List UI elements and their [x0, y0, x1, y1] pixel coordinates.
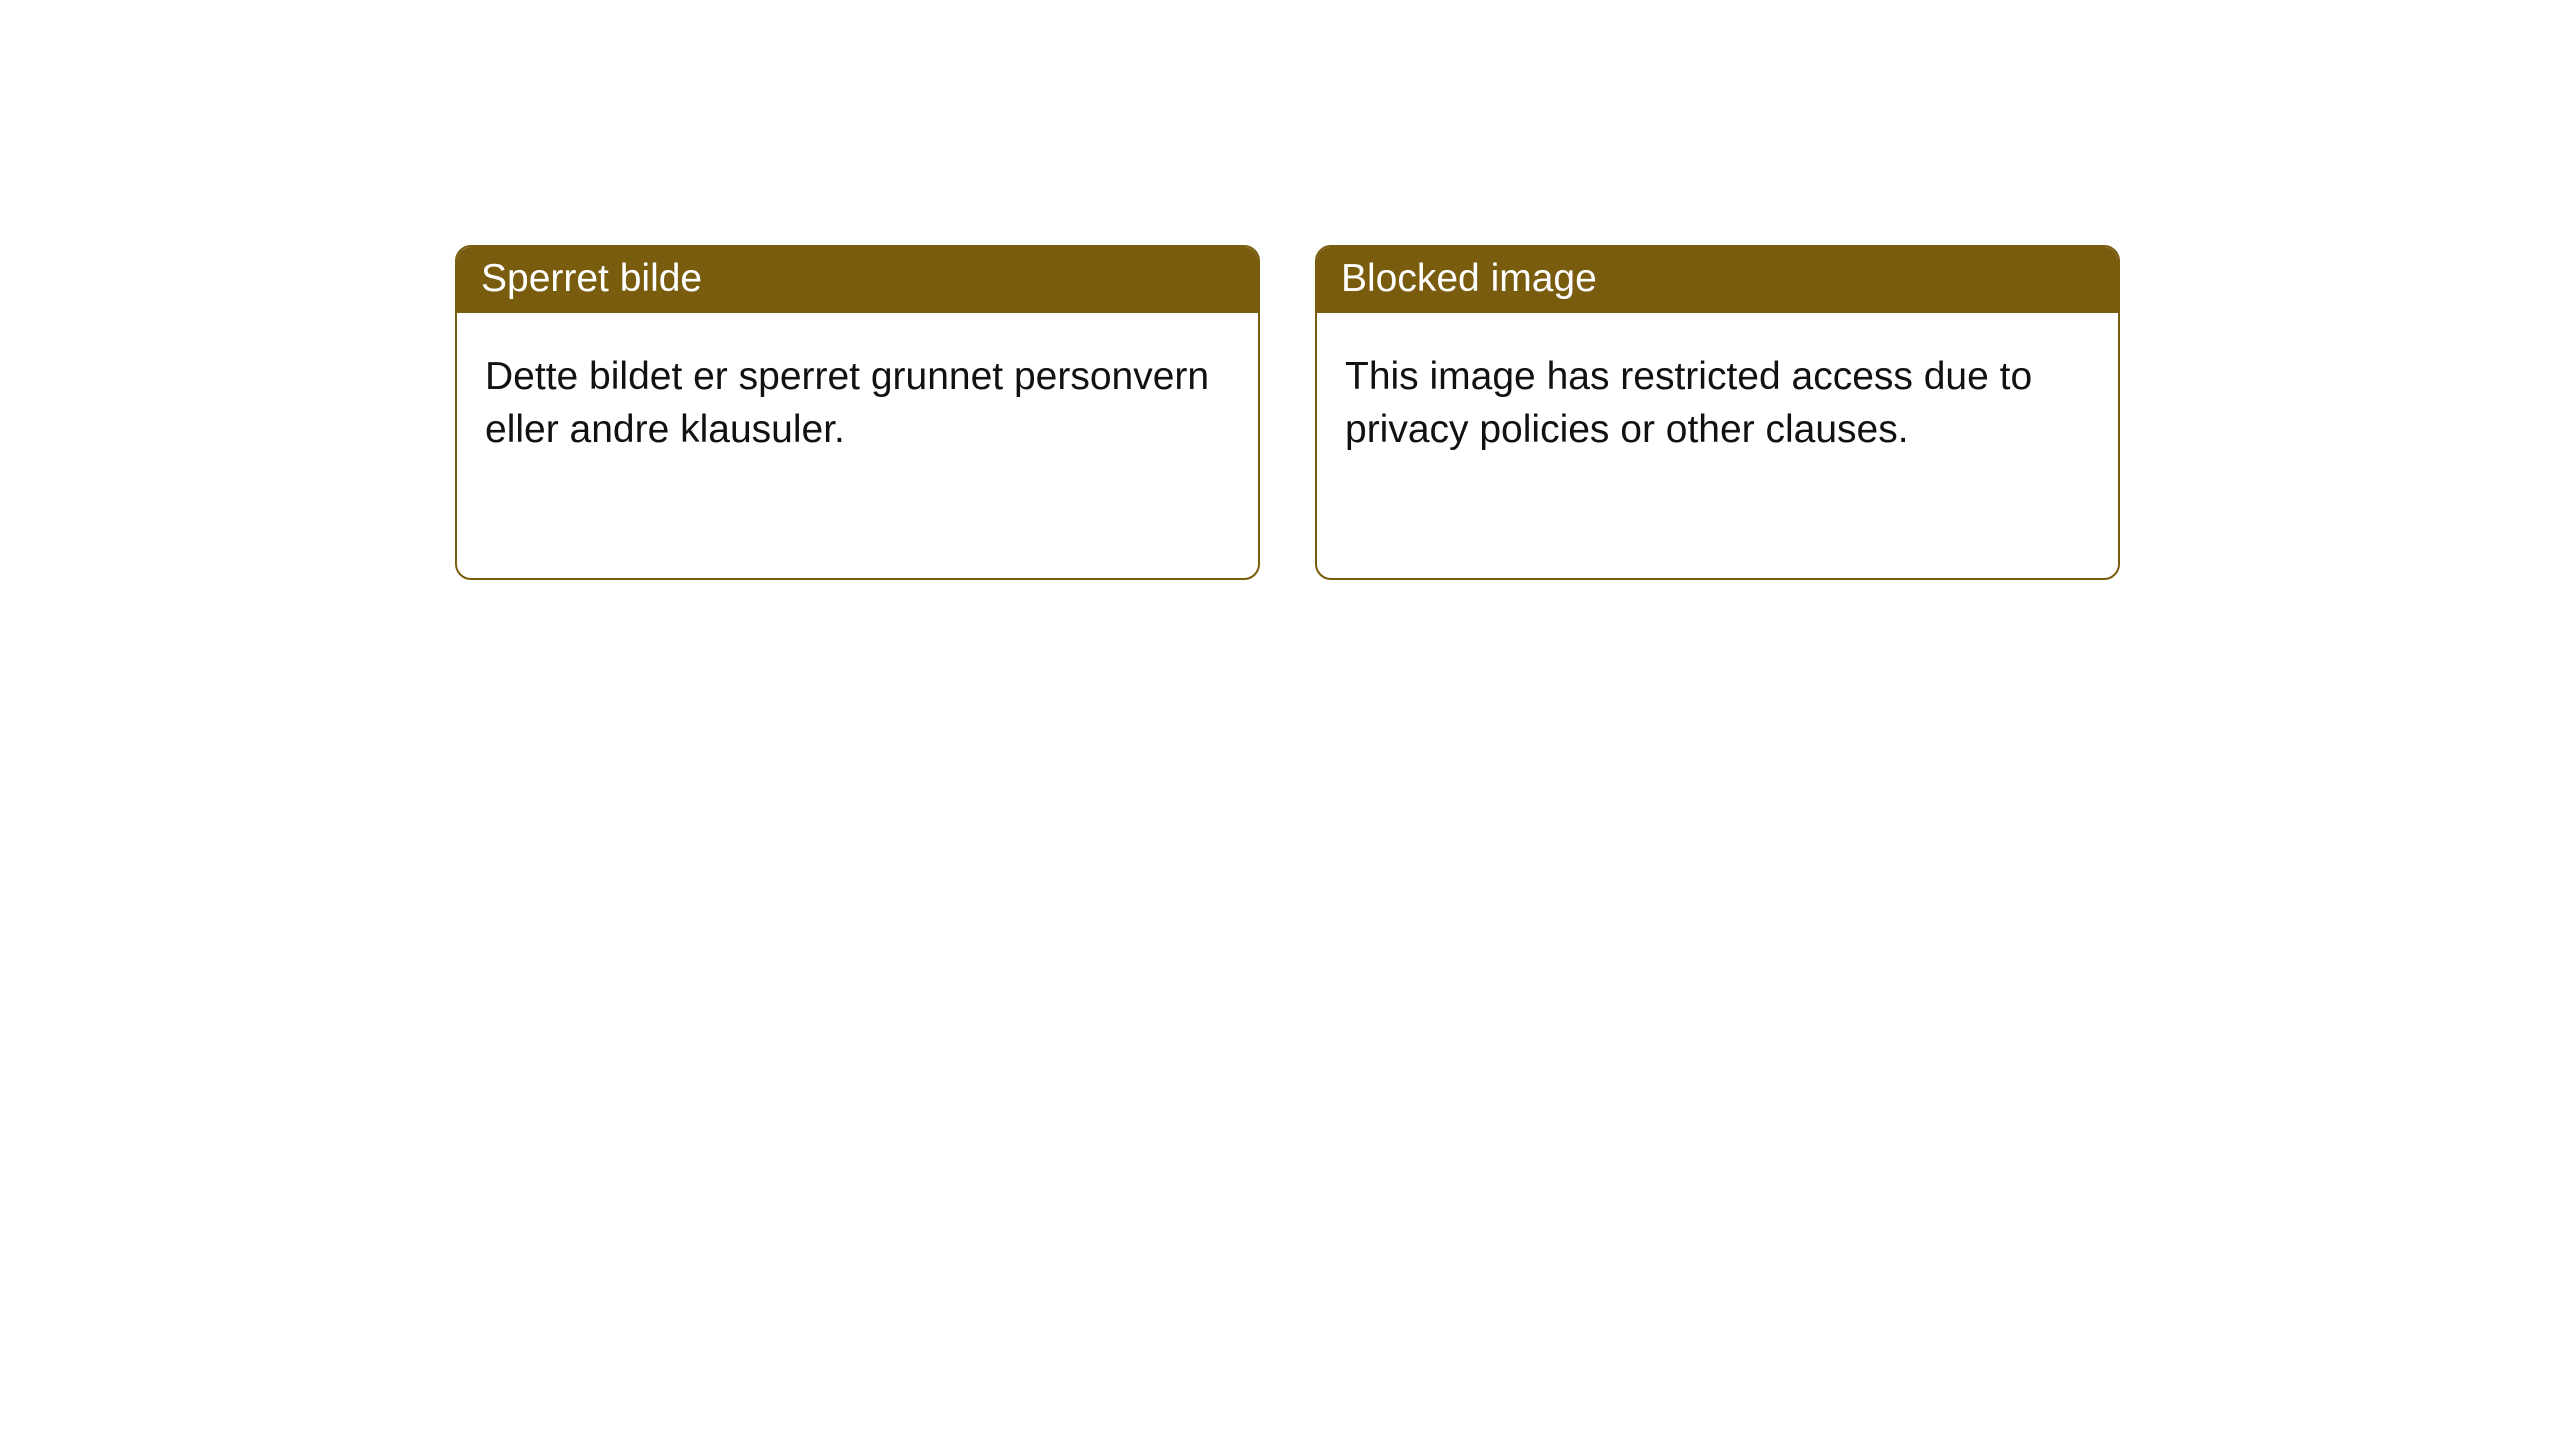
card-header: Blocked image	[1317, 247, 2118, 313]
card-blocked-image-en: Blocked image This image has restricted …	[1315, 245, 2120, 580]
card-body: This image has restricted access due to …	[1317, 313, 2118, 484]
card-blocked-image-no: Sperret bilde Dette bildet er sperret gr…	[455, 245, 1260, 580]
card-title: Blocked image	[1341, 257, 1597, 300]
card-body-text: This image has restricted access due to …	[1345, 355, 2032, 451]
cards-container: Sperret bilde Dette bildet er sperret gr…	[0, 0, 2560, 580]
card-title: Sperret bilde	[481, 257, 702, 300]
card-body-text: Dette bildet er sperret grunnet personve…	[485, 355, 1209, 451]
card-header: Sperret bilde	[457, 247, 1258, 313]
card-body: Dette bildet er sperret grunnet personve…	[457, 313, 1258, 484]
